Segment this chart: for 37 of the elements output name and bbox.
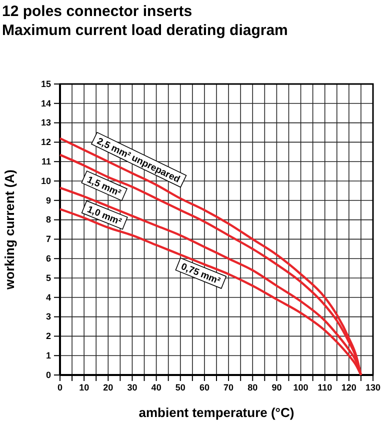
- x-tick-label: 20: [103, 382, 114, 392]
- y-tick-label: 0: [46, 370, 51, 380]
- y-tick-label: 13: [40, 118, 51, 128]
- y-tick-label: 8: [46, 214, 51, 225]
- x-tick-label: 130: [365, 382, 381, 392]
- y-tick-label: 10: [40, 176, 51, 186]
- x-tick-label: 110: [318, 382, 332, 392]
- y-tick-label: 15: [40, 78, 51, 89]
- y-tick-label: 2: [46, 331, 51, 342]
- x-tick-label: 90: [272, 382, 282, 392]
- text: 0,75 mm²: [179, 261, 222, 287]
- x-tick-label: 40: [151, 382, 162, 392]
- y-tick-label: 12: [40, 137, 51, 148]
- y-tick-label: 3: [46, 312, 51, 322]
- x-tick-label: 100: [293, 382, 308, 392]
- text: 1,5 mm²: [85, 174, 123, 200]
- x-axis-title: ambient temperature (°C): [138, 405, 294, 420]
- y-tick-label: 6: [46, 253, 51, 264]
- y-tick-label: 7: [46, 234, 51, 244]
- chart-title: 12 poles connector inserts: [2, 3, 192, 20]
- x-tick-label: 120: [341, 382, 356, 392]
- y-tick-label: 11: [41, 156, 51, 166]
- x-tick-label: 70: [224, 382, 234, 392]
- chart-subtitle: Maximum current load derating diagram: [2, 22, 288, 39]
- x-tick-label: 50: [175, 382, 186, 392]
- y-tick-label: 9: [46, 195, 51, 206]
- y-tick-label: 4: [46, 292, 51, 302]
- y-tick-label: 5: [46, 272, 51, 283]
- y-tick-label: 1: [46, 350, 51, 360]
- text: 1,0 mm²: [86, 204, 123, 228]
- x-tick-label: 10: [79, 382, 90, 392]
- y-tick-label: 14: [40, 98, 51, 108]
- y-axis-title: working current (A): [2, 170, 17, 290]
- x-tick-label: 0: [57, 382, 63, 392]
- x-tick-label: 80: [248, 382, 258, 392]
- x-tick-label: 60: [199, 382, 210, 392]
- x-tick-label: 30: [127, 382, 138, 392]
